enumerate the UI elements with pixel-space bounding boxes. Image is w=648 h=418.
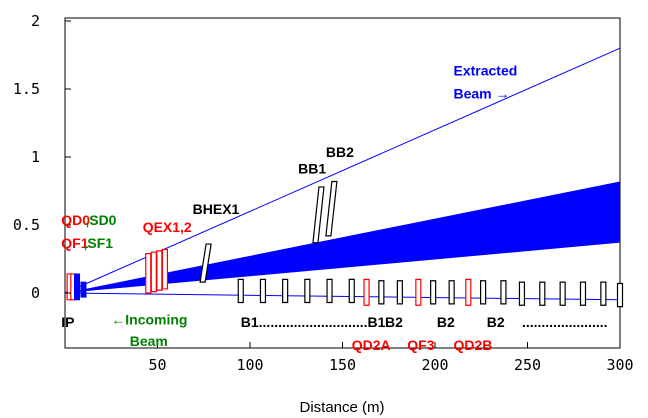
x-ticks: 50 100 150 200 250 300 xyxy=(148,342,634,374)
annotation-20: QF3 xyxy=(407,337,434,353)
y-tick-label-0: 0 xyxy=(31,284,40,302)
magnet-element-25 xyxy=(480,280,487,305)
x-tick-label-300: 300 xyxy=(606,356,633,374)
beam-envelope-band xyxy=(65,181,620,293)
magnet-element-3 xyxy=(74,273,81,301)
y-tick-label-0.5: 0.5 xyxy=(13,216,40,234)
magnet-element-17 xyxy=(348,278,355,304)
magnet-element-24 xyxy=(465,278,472,306)
x-tick-label-50: 50 xyxy=(148,356,166,374)
annotation-14: B1............................B1 xyxy=(241,314,386,330)
annotation-3: BB1 xyxy=(298,160,326,176)
annotation-16: B2 xyxy=(437,314,455,330)
magnet-elements-layer xyxy=(66,180,624,308)
annotation-11: IP xyxy=(61,314,74,330)
annotation-5: BHEX1 xyxy=(193,201,240,217)
magnet-element-32 xyxy=(616,282,624,308)
y-ticks: 0 0.5 1 1.5 2 xyxy=(13,12,71,302)
annotation-15: B2 xyxy=(385,314,403,330)
magnet-element-19 xyxy=(378,280,385,305)
x-tick-label-250: 250 xyxy=(514,356,541,374)
annotation-18: ...................... xyxy=(522,314,608,330)
magnet-element-23 xyxy=(448,280,455,305)
x-tick-label-100: 100 xyxy=(236,356,263,374)
magnet-element-9 xyxy=(199,243,212,283)
magnet-element-6 xyxy=(150,251,157,293)
y-tick-label-1: 1 xyxy=(31,148,40,166)
magnet-element-26 xyxy=(500,280,507,305)
annotation-17: B2 xyxy=(487,314,505,330)
magnet-element-11 xyxy=(325,180,338,237)
annotation-9: QF1 xyxy=(61,235,88,251)
magnet-element-29 xyxy=(559,281,566,306)
annotation-12: ←Incoming xyxy=(111,311,187,327)
magnet-element-4 xyxy=(80,281,87,298)
annotation-7: ,SD0 xyxy=(85,212,116,228)
y-tick-label-2: 2 xyxy=(31,12,40,30)
x-tick-label-200: 200 xyxy=(421,356,448,374)
annotation-6: QD0 xyxy=(61,212,90,228)
beam-band-layer xyxy=(65,181,620,293)
magnet-element-18 xyxy=(363,278,370,306)
annotation-1: Extracted xyxy=(454,62,518,78)
x-tick-label-150: 150 xyxy=(329,356,356,374)
annotation-4: BB2 xyxy=(326,144,354,160)
magnet-element-21 xyxy=(415,278,422,306)
magnet-element-8 xyxy=(161,248,168,290)
magnet-element-31 xyxy=(600,281,607,306)
magnet-element-27 xyxy=(518,281,526,306)
magnet-element-15 xyxy=(304,278,311,304)
magnet-element-5 xyxy=(145,252,152,294)
magnet-element-13 xyxy=(259,278,267,304)
annotation-21: QD2B xyxy=(454,337,493,353)
annotation-2: Beam → xyxy=(454,86,510,102)
annotation-8: QEX1,2 xyxy=(143,219,192,235)
magnet-element-28 xyxy=(539,281,546,306)
magnet-element-12 xyxy=(237,278,244,304)
x-axis-title: Distance (m) xyxy=(299,399,384,416)
magnet-element-22 xyxy=(430,280,437,305)
beam-line-2 xyxy=(64,292,621,301)
magnet-element-14 xyxy=(282,278,289,304)
magnet-element-7 xyxy=(156,250,163,291)
magnet-element-16 xyxy=(326,278,333,304)
annotation-19: QD2A xyxy=(352,337,391,353)
magnet-element-20 xyxy=(396,280,403,305)
annotation-10: ,SF1 xyxy=(84,235,114,251)
plot-frame xyxy=(64,17,621,349)
annotation-13: Beam xyxy=(130,333,168,349)
magnet-element-30 xyxy=(579,281,587,306)
magnet-element-10 xyxy=(312,186,325,244)
y-tick-label-1.5: 1.5 xyxy=(13,80,40,98)
